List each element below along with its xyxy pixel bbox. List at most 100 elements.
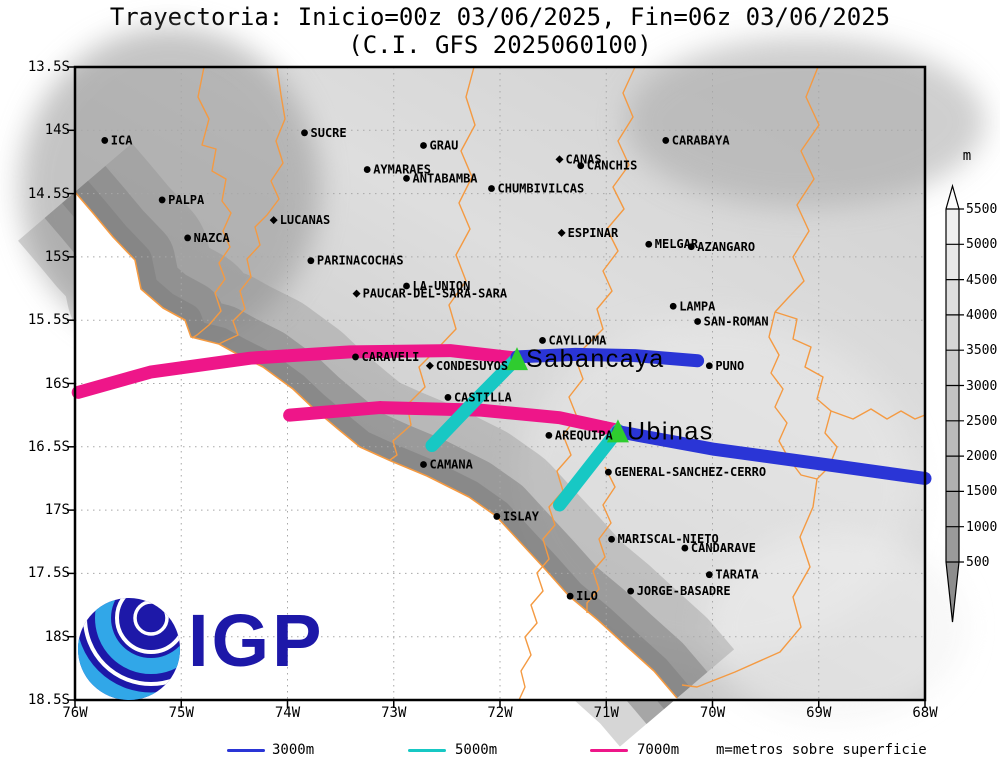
legend-label-7000m: 7000m — [637, 742, 680, 758]
city-marker — [545, 432, 553, 439]
lat-tick-label: 16.5S — [27, 438, 70, 455]
igp-logo: IGP — [76, 596, 366, 704]
colorbar-unit-label: m — [962, 148, 972, 164]
trajectory-legend: m=metros sobre superficie 3000m 5000m 7000… — [0, 736, 1000, 766]
legend-line-3000m — [227, 749, 265, 752]
city-marker — [608, 535, 615, 543]
city-marker — [269, 216, 278, 225]
boundary-line — [681, 478, 818, 688]
legend-line-7000m — [590, 749, 628, 752]
city-marker — [101, 137, 109, 144]
colorbar-tick-label: 5000 — [966, 237, 998, 253]
lat-tick-label: 15S — [44, 248, 70, 265]
city-label: CASTILLA — [454, 390, 513, 404]
trajectory-ubinas-7000m — [283, 401, 625, 437]
city-marker — [158, 196, 166, 204]
legend-note: m=metros sobre superficie — [716, 742, 927, 758]
colorbar-segment — [946, 385, 959, 421]
lat-tick-label: 14.5S — [27, 185, 70, 202]
city-label: AYMARAES — [373, 163, 431, 177]
volcanoes: Sabancaya Ubinas — [506, 345, 714, 445]
city-label: AREQUIPA — [555, 428, 614, 442]
boundary-line — [389, 66, 476, 461]
lat-tick-label: 13.5S — [27, 59, 70, 75]
city-label: CANAS — [566, 152, 602, 166]
trajectory-sabancaya-5000m — [425, 351, 524, 453]
lat-tick-label: 17S — [44, 502, 70, 519]
city-label: CONDESUYOS — [436, 359, 508, 373]
colorbar-segment — [946, 526, 959, 562]
volcano-label-sabancaya: Sabancaya — [526, 345, 665, 373]
city-label: ESPINAR — [568, 226, 619, 240]
elevation-colorbar: m 5500 5000 4500 4000 3500 3000 2500 2000 1500 10… — [934, 145, 1000, 645]
colorbar-tick-label: 2000 — [966, 449, 998, 465]
volcano-marker-sabancaya — [506, 347, 528, 371]
lat-tick-label: 18.5S — [27, 692, 70, 708]
boundary-line — [768, 311, 838, 480]
lon-tick-label: 74W — [274, 705, 301, 721]
boundary-line — [574, 66, 636, 358]
city-label: CANDARAVE — [691, 541, 756, 555]
lon-tick-label: 73W — [381, 705, 407, 721]
city-label: MARISCAL-NIETO — [618, 532, 719, 546]
city-marker — [555, 155, 564, 164]
volcano-label-ubinas: Ubinas — [627, 417, 714, 445]
city-label: JORGE-BASADRE — [637, 584, 731, 598]
colorbar-segment — [946, 244, 959, 280]
trajectory-sabancaya-7000m — [71, 344, 524, 399]
city-marker — [604, 468, 612, 476]
city-marker — [403, 282, 410, 290]
department-boundaries — [74, 66, 926, 701]
city-label: ISLAY — [503, 509, 540, 523]
colorbar-arrow-top — [946, 186, 959, 209]
figure-title-line2: (C.I. GFS 2025060100) — [348, 31, 652, 59]
city-label: MELGAR — [655, 237, 699, 251]
trajectories — [71, 344, 932, 512]
colorbar-tick-label: 4000 — [966, 307, 998, 323]
lat-tick-label: 15.5S — [27, 312, 70, 329]
city-marker — [705, 362, 713, 370]
colorbar-tick-label: 1000 — [966, 519, 998, 535]
city-label: CHUMBIVILCAS — [498, 182, 585, 196]
colorbar-tick-label: 2500 — [966, 413, 998, 429]
lon-tick-label: 72W — [487, 705, 513, 721]
city-label: NAZCA — [194, 231, 231, 245]
colorbar-segment — [946, 279, 959, 315]
city-label: PALPA — [168, 193, 205, 207]
boundary-line — [774, 66, 820, 313]
colorbar-tick-label: 1500 — [966, 484, 998, 500]
colorbar-segment — [946, 491, 959, 527]
city-marker — [493, 513, 501, 520]
igp-globe-icon — [78, 598, 180, 700]
city-marker — [705, 571, 713, 579]
city-label: CANCHIS — [587, 159, 638, 173]
legend-label-3000m: 3000m — [272, 742, 315, 758]
city-marker — [662, 137, 670, 144]
lon-tick-label: 75W — [168, 705, 194, 721]
city-marker — [645, 240, 653, 248]
city-label: AZANGARO — [697, 240, 755, 254]
city-label: LAMPA — [679, 299, 716, 313]
axis-ticks — [67, 66, 926, 708]
legend-label-5000m: 5000m — [455, 742, 498, 758]
city-marker — [352, 353, 359, 361]
colorbar-canvas — [945, 183, 964, 623]
city-label: PUNO — [715, 359, 744, 373]
city-marker — [352, 289, 361, 298]
map-canvas: Sabancaya Ubinas ICA SUCRE GRAU AYMARAESANTAB… — [18, 27, 985, 747]
lat-tick-label: 17.5S — [27, 565, 70, 582]
map-area: Sabancaya Ubinas ICA SUCRE GRAU AYMARAES ANTAB… — [18, 27, 985, 747]
colorbar-tick-label: 5500 — [966, 202, 998, 217]
city-label: LA-UNION — [413, 279, 471, 293]
lon-tick-label: 76W — [62, 705, 88, 721]
colorbar-segment — [946, 420, 959, 457]
city-marker — [425, 361, 434, 370]
boundary-line — [191, 66, 232, 339]
city-label: LUCANAS — [280, 213, 331, 227]
city-label: CAYLLOMA — [549, 333, 608, 347]
city-marker — [488, 185, 495, 192]
boundary-line — [586, 466, 616, 613]
city-marker — [301, 129, 308, 137]
